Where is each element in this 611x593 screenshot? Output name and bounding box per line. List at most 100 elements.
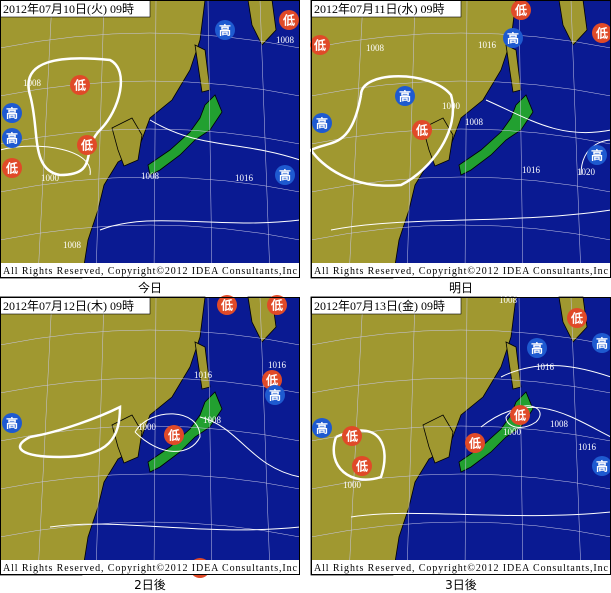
longitude-line (570, 0, 582, 279)
copyright-box (0, 560, 300, 575)
isobar-label: 1008 (465, 117, 484, 127)
japan (458, 94, 534, 176)
longitude-line (518, 296, 524, 576)
latitude-line (310, 224, 611, 241)
latitude-line (0, 80, 301, 97)
high-pressure-marker (527, 338, 547, 358)
date-box (0, 0, 151, 18)
longitude-line (570, 296, 582, 576)
pressure-label: 高 (316, 116, 328, 131)
frame (0, 0, 300, 278)
copyright: All Rights Reserved, Copyright©2012 IDEA… (3, 266, 298, 277)
low-pressure-marker (267, 295, 287, 315)
latitude-line (310, 473, 611, 490)
pressure-label: 高 (507, 31, 519, 46)
low-pressure-marker (510, 405, 530, 425)
latitude-line (0, 329, 301, 346)
latitude-line (310, 176, 611, 193)
isobar (134, 413, 201, 452)
isobar (485, 99, 611, 134)
pressure-label: 低 (282, 13, 295, 28)
isobar (500, 365, 611, 378)
caption: 2日後 (134, 578, 166, 592)
japan (147, 94, 223, 176)
longitude-line (207, 0, 213, 279)
isobar-label: 1016 (478, 40, 497, 50)
pressure-label: 低 (265, 373, 278, 388)
isobar-label: 1016 (268, 360, 287, 370)
longitude-line (153, 296, 157, 576)
date-label: 2012年07月13日(金) 09時 (314, 298, 445, 313)
caption: 3日後 (445, 578, 477, 592)
low-pressure-marker (567, 308, 587, 328)
longitude-line (464, 0, 468, 279)
high-pressure-marker (395, 86, 415, 106)
isobar (480, 406, 611, 438)
pressure-label: 低 (595, 26, 608, 41)
date-label: 2012年07月10日(火) 09時 (3, 2, 134, 16)
pressure-label: 低 (220, 298, 233, 313)
isobar (309, 75, 455, 187)
pressure-label: 高 (219, 23, 231, 38)
isobar-label: 1000 (138, 422, 157, 432)
isobar (350, 511, 611, 518)
isobar-label: 1008 (63, 240, 82, 250)
high-pressure-marker (265, 385, 285, 405)
copyright: All Rights Reserved, Copyright©2012 IDEA… (314, 563, 609, 574)
north-land (194, 0, 277, 93)
latitude-line (0, 176, 301, 193)
pressure-label: 高 (279, 168, 291, 183)
longitude-line (207, 296, 213, 576)
longitude-line (95, 0, 105, 279)
isobar-label: 1008 (276, 35, 295, 45)
longitude-line (259, 0, 271, 279)
isobar (49, 523, 301, 531)
low-pressure-marker (77, 135, 97, 155)
latitude-line (310, 329, 611, 346)
high-pressure-marker (587, 145, 607, 165)
low-pressure-marker (2, 158, 22, 178)
pressure-label: 高 (6, 416, 18, 431)
high-pressure-marker (592, 333, 611, 353)
pressure-label: 高 (6, 131, 18, 146)
latitude-line (0, 224, 301, 241)
low-pressure-marker (217, 295, 237, 315)
low-pressure-marker (592, 23, 611, 43)
isobar (18, 404, 122, 459)
longitude-line (153, 0, 157, 279)
isobar-label: 1016 (522, 165, 541, 175)
isobar-label: 1016 (536, 362, 555, 372)
high-pressure-marker (2, 413, 22, 433)
date-label: 2012年07月11日(水) 09時 (314, 2, 445, 16)
korea (111, 414, 143, 464)
latitude-line (0, 128, 301, 145)
pressure-label: 高 (531, 341, 543, 356)
high-pressure-marker (592, 456, 611, 476)
isobar-label: 1008 (366, 43, 385, 53)
date-label: 2012年07月12日(木) 09時 (3, 299, 134, 313)
korea (422, 414, 454, 464)
longitude-line (464, 296, 468, 576)
low-pressure-marker (164, 425, 184, 445)
high-pressure-marker (215, 20, 235, 40)
low-pressure-marker (310, 35, 330, 55)
latitude-line (310, 80, 611, 97)
isobar-label: 1000 (343, 480, 362, 490)
low-pressure-marker (352, 456, 372, 476)
high-pressure-marker (2, 103, 22, 123)
isobar-label: 1008 (141, 171, 160, 181)
japan (147, 391, 223, 473)
pressure-label: 低 (345, 429, 358, 444)
isobar-label: 1020 (577, 167, 596, 177)
copyright-box (0, 263, 300, 278)
copyright-box (311, 560, 611, 575)
low-pressure-marker (511, 0, 531, 20)
isobar (149, 119, 301, 161)
pressure-label: 低 (355, 459, 368, 474)
isobar (199, 416, 301, 478)
longitude-line (348, 0, 364, 279)
pressure-label: 低 (313, 38, 326, 53)
longitude-line (406, 0, 416, 279)
